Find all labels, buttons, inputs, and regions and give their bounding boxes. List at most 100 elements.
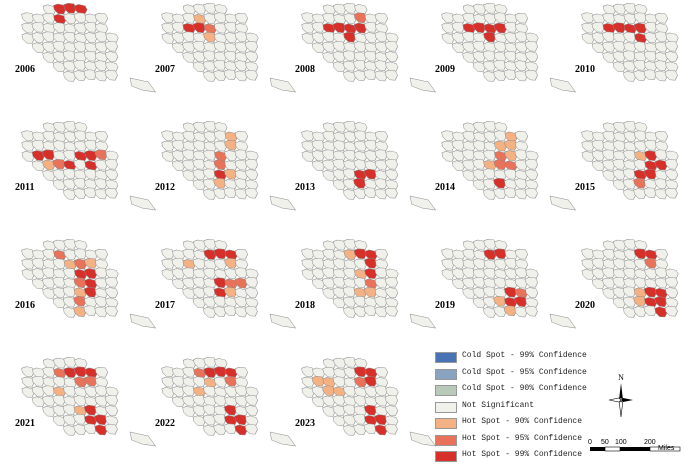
region-H5	[483, 71, 497, 82]
region-A5	[343, 120, 357, 132]
region-G8	[234, 178, 248, 189]
region-D5	[203, 149, 217, 161]
region-D6	[634, 33, 648, 44]
region-C6	[633, 140, 648, 152]
region-B4	[473, 14, 487, 25]
region-F3	[462, 288, 476, 299]
region-H6	[493, 70, 507, 81]
map-panel-2014: 2014	[425, 120, 577, 232]
region-E4	[332, 394, 346, 406]
region-C5	[343, 141, 357, 153]
region-A5	[63, 356, 77, 368]
region-D6	[214, 387, 228, 398]
region-A6	[74, 358, 88, 369]
region-B4	[333, 14, 347, 25]
region-C5	[203, 377, 217, 389]
region-F4	[192, 51, 206, 62]
region-B3	[42, 366, 56, 378]
region-F5	[202, 50, 216, 62]
region-coast	[269, 195, 297, 211]
region-G9	[245, 61, 259, 73]
region-D3	[182, 385, 196, 397]
region-B4	[53, 368, 67, 379]
region-C5	[63, 259, 77, 271]
region-G4	[472, 61, 486, 73]
region-E4	[612, 158, 626, 170]
region-F8	[234, 406, 248, 417]
region-A4	[193, 121, 207, 133]
region-B6	[213, 248, 227, 260]
region-B8	[94, 248, 109, 260]
region-A4	[333, 357, 347, 369]
region-F8	[514, 170, 528, 181]
region-D1	[301, 269, 315, 280]
map-panel-2010: 2010	[565, 2, 685, 114]
map-panel-2008: 2008	[285, 2, 437, 114]
region-C2	[171, 375, 185, 387]
region-E9	[664, 158, 679, 170]
region-C1	[21, 376, 35, 388]
region-coast	[549, 313, 577, 329]
region-G6	[73, 177, 87, 189]
region-E2	[312, 42, 326, 54]
region-H9	[244, 423, 258, 435]
region-F9	[385, 169, 399, 180]
region-H6	[213, 306, 227, 317]
region-D7	[644, 268, 658, 279]
region-D4	[472, 32, 487, 44]
region-D2	[311, 32, 325, 43]
region-A5	[623, 2, 637, 14]
region-A5	[203, 2, 217, 14]
region-G8	[94, 296, 108, 307]
region-C7	[644, 139, 658, 151]
region-E5	[343, 160, 357, 171]
region-E8	[374, 159, 388, 171]
map-panel-2017: 2017	[145, 238, 297, 350]
region-B7	[224, 131, 238, 143]
region-H9	[524, 187, 538, 199]
map-panel-2006: 2006	[5, 2, 157, 114]
region-D3	[602, 267, 616, 279]
region-G7	[364, 179, 378, 190]
region-H7	[503, 305, 517, 317]
region-F6	[73, 405, 87, 417]
region-E5	[63, 160, 77, 171]
region-E8	[654, 159, 668, 171]
region-B5	[483, 13, 497, 24]
region-A4	[613, 121, 627, 133]
region-E6	[213, 277, 227, 288]
region-G5	[63, 296, 77, 308]
region-F7	[644, 50, 658, 62]
region-B5	[63, 249, 77, 260]
region-H7	[363, 187, 377, 199]
region-B6	[353, 130, 367, 142]
region-C7	[84, 139, 98, 151]
region-A3	[182, 122, 197, 134]
region-F8	[234, 170, 248, 181]
region-C3	[602, 141, 616, 152]
region-H8	[374, 306, 388, 318]
region-C8	[375, 141, 389, 152]
year-label: 2013	[295, 182, 315, 193]
region-G8	[234, 60, 248, 71]
region-H8	[514, 188, 528, 200]
region-G5	[203, 178, 217, 190]
region-B5	[343, 13, 357, 24]
region-B3	[462, 12, 476, 24]
map-panel-2011: 2011	[5, 120, 157, 232]
region-E5	[623, 278, 637, 289]
region-E9	[524, 158, 539, 170]
region-B3	[182, 130, 196, 142]
region-D1	[301, 151, 315, 162]
region-C2	[451, 21, 465, 33]
region-D3	[322, 385, 336, 397]
region-D4	[472, 268, 487, 280]
region-D6	[634, 269, 648, 280]
region-E4	[472, 40, 486, 52]
region-C7	[84, 257, 98, 269]
region-D7	[84, 386, 98, 397]
region-C1	[441, 140, 455, 152]
region-F7	[364, 286, 378, 298]
region-C4	[192, 140, 206, 151]
region-A3	[42, 4, 57, 16]
